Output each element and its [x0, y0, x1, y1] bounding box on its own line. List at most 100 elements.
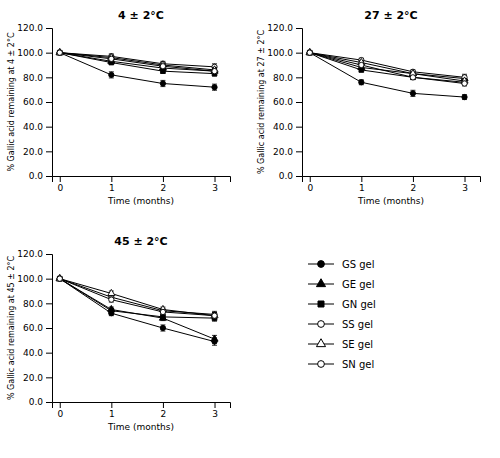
- tick-label: 20.0: [23, 147, 43, 157]
- tick-mark: [296, 102, 302, 103]
- legend-symbol: [318, 261, 325, 268]
- marker: [57, 50, 62, 55]
- series: [307, 50, 467, 100]
- tick-mark: [46, 53, 52, 54]
- marker: [307, 50, 312, 55]
- y-tick: 40.0: [273, 122, 302, 132]
- y-axis: 0.020.040.060.080.0100.0120.0: [267, 23, 302, 181]
- tick-label: 40.0: [23, 348, 43, 358]
- series: [306, 49, 468, 84]
- error-bar: [160, 69, 165, 73]
- x-tick: 2: [411, 176, 417, 193]
- marker: [359, 62, 364, 67]
- error-bar: [160, 314, 165, 319]
- legend-entry: GE gel: [308, 279, 375, 290]
- error-bar: [462, 95, 467, 100]
- chart: 01230.020.040.060.080.0100.0120.04 ± 2°C…: [7, 9, 231, 206]
- legend-symbol: [316, 279, 325, 287]
- series-line: [60, 53, 215, 88]
- error-bar: [212, 313, 217, 319]
- tick-label: 1: [359, 183, 365, 193]
- tick-label: 0.0: [279, 171, 294, 181]
- legend-label: SS gel: [342, 319, 373, 330]
- error-bar: [160, 64, 165, 68]
- x-axis-line: [303, 177, 481, 183]
- marker: [160, 325, 165, 330]
- error-bar: [359, 80, 364, 85]
- y-axis-line: [46, 255, 53, 403]
- y-tick: 20.0: [23, 147, 52, 157]
- marker: [57, 276, 62, 281]
- marker: [109, 308, 114, 313]
- tick-label: 60.0: [273, 97, 293, 107]
- series-line: [310, 53, 465, 84]
- tick-label: 120.0: [17, 23, 43, 33]
- y-tick: 100.0: [17, 48, 52, 58]
- tick-label: 3: [212, 409, 218, 419]
- series: [57, 50, 217, 74]
- series: [57, 276, 217, 345]
- figure: 01230.020.040.060.080.0100.0120.04 ± 2°C…: [0, 0, 500, 458]
- error-bar: [109, 297, 114, 302]
- tick-mark: [46, 28, 52, 29]
- x-tick: 2: [161, 176, 167, 193]
- tick-label: 20.0: [23, 373, 43, 383]
- tick-mark: [111, 402, 112, 408]
- legend-label: SE gel: [342, 339, 373, 350]
- tick-label: 60.0: [23, 97, 43, 107]
- tick-mark: [296, 77, 302, 78]
- tick-label: 100.0: [17, 48, 43, 58]
- series-line: [310, 53, 465, 83]
- tick-label: 0: [307, 183, 313, 193]
- x-axis: 0 1 2 3: [303, 176, 481, 193]
- error-bar: [410, 90, 415, 96]
- y-tick: 100.0: [267, 48, 302, 58]
- tick-label: 3: [212, 183, 218, 193]
- marker: [307, 50, 312, 55]
- tick-label: 3: [462, 183, 468, 193]
- series: [307, 50, 467, 86]
- legend-entry: SN gel: [308, 359, 374, 370]
- series: [57, 276, 217, 321]
- x-axis-title: Time (months): [107, 422, 174, 432]
- series-line: [60, 279, 215, 315]
- y-axis-title: % Gallic acid remaining at 4 ± 2°C: [7, 32, 16, 171]
- y-tick: 60.0: [23, 97, 52, 107]
- tick-label: 80.0: [273, 73, 293, 83]
- tick-label: 40.0: [273, 122, 293, 132]
- y-axis-line: [46, 29, 53, 177]
- series: [56, 275, 218, 343]
- tick-mark: [465, 176, 466, 182]
- series-line: [310, 53, 465, 97]
- marker: [306, 49, 313, 55]
- plot-area: [56, 49, 218, 91]
- tick-mark: [111, 176, 112, 182]
- x-tick: 0: [57, 402, 63, 419]
- tick-mark: [46, 127, 52, 128]
- marker: [359, 80, 364, 85]
- y-tick: 80.0: [273, 73, 302, 83]
- marker: [56, 49, 63, 55]
- marker: [410, 91, 415, 96]
- series: [57, 276, 217, 317]
- marker: [212, 69, 217, 74]
- marker: [212, 313, 217, 318]
- tick-label: 0.0: [29, 397, 44, 407]
- series: [56, 275, 218, 319]
- tick-mark: [46, 328, 52, 329]
- error-bar: [160, 325, 165, 331]
- x-axis-line: [53, 177, 231, 183]
- y-tick: 20.0: [273, 147, 302, 157]
- tick-mark: [413, 176, 414, 182]
- marker: [462, 81, 467, 86]
- legend-symbol: [318, 361, 325, 368]
- series: [57, 50, 217, 76]
- error-bar: [359, 68, 364, 72]
- marker: [161, 315, 166, 320]
- marker: [57, 50, 62, 55]
- marker: [57, 276, 62, 281]
- error-bar: [160, 80, 165, 86]
- tick-mark: [46, 77, 52, 78]
- legend-label: GN gel: [342, 299, 376, 310]
- tick-label: 2: [161, 409, 167, 419]
